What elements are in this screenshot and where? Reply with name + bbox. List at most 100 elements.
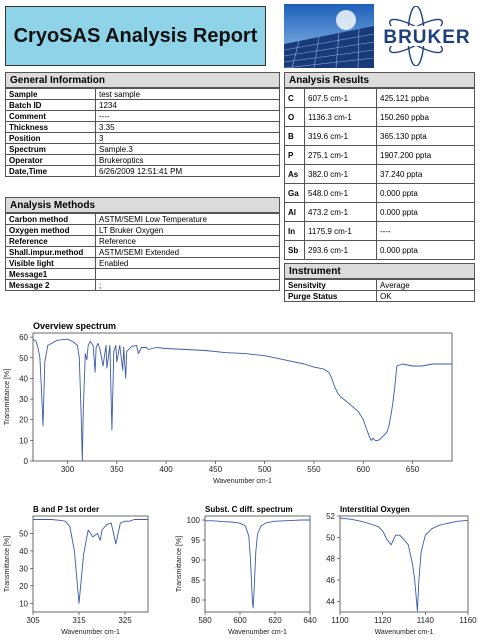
oxygen-y-tick-label: 50 bbox=[326, 533, 335, 542]
oxygen-plot-area bbox=[339, 515, 469, 613]
method-field-label: Visible light bbox=[5, 257, 96, 269]
b-and-p-y-tick-label: 50 bbox=[19, 529, 28, 538]
overview-x-tick-label: 450 bbox=[209, 465, 223, 474]
subst-c-plot-area bbox=[204, 515, 311, 613]
general-field-value: 1234 bbox=[95, 99, 280, 111]
oxygen-x-tick-label: 1140 bbox=[417, 616, 435, 625]
overview-x-tick-label: 300 bbox=[61, 465, 75, 474]
table-row: Operator Brukeroptics bbox=[5, 154, 280, 166]
overview-x-tick-label: 550 bbox=[307, 465, 321, 474]
method-field-label: Message1 bbox=[5, 268, 96, 280]
element-symbol: B bbox=[284, 126, 305, 146]
oxygen-y-tick-label: 52 bbox=[326, 512, 335, 521]
concentration-value: 1907.200 ppta bbox=[376, 145, 475, 165]
overview-x-tick-label: 500 bbox=[258, 465, 272, 474]
element-symbol: In bbox=[284, 221, 305, 241]
peak-position: 1136.3 cm-1 bbox=[304, 107, 377, 127]
overview-y-tick-label: 20 bbox=[19, 416, 28, 425]
oxygen-x-axis-label: Wavenumber cm-1 bbox=[375, 629, 434, 636]
table-row: Sensitvity Average bbox=[284, 279, 475, 291]
analysis-results-heading: Analysis Results bbox=[284, 72, 475, 88]
overview-y-tick-label: 0 bbox=[24, 457, 29, 466]
result-row: In 1175.9 cm-1 ---- bbox=[284, 221, 475, 241]
peak-position: 548.0 cm-1 bbox=[304, 183, 377, 203]
result-row: P 275.1 cm-1 1907.200 ppta bbox=[284, 145, 475, 165]
method-field-label: Carbon method bbox=[5, 213, 96, 225]
oxygen-y-tick-label: 48 bbox=[326, 555, 335, 564]
subst-c-y-tick-label: 100 bbox=[187, 516, 201, 525]
result-row: C 607.5 cm-1 425.121 ppba bbox=[284, 88, 475, 108]
overview-y-axis-label: Transmittance [%] bbox=[4, 369, 11, 425]
instrument-table: Sensitvity Average Purge Status OK bbox=[284, 279, 475, 302]
result-row: Al 473.2 cm-1 0.000 ppta bbox=[284, 202, 475, 222]
method-field-label: Oxygen method bbox=[5, 224, 96, 236]
result-row: Ga 548.0 cm-1 0.000 ppta bbox=[284, 183, 475, 203]
subst-c-x-tick-label: 600 bbox=[233, 616, 247, 625]
b-and-p-y-tick-label: 10 bbox=[19, 599, 28, 608]
element-symbol: P bbox=[284, 145, 305, 165]
overview-x-tick-label: 600 bbox=[357, 465, 371, 474]
b-and-p-plot-area bbox=[32, 515, 149, 613]
table-row: Shall.impur.method ASTM/SEMI Extended bbox=[5, 246, 280, 258]
table-row: Oxygen method LT Bruker Oxygen bbox=[5, 224, 280, 236]
subst-c-y-tick-label: 80 bbox=[191, 596, 200, 605]
table-row: Message1 bbox=[5, 268, 280, 280]
analysis-methods-table: Carbon method ASTM/SEMI Low Temperature Ox… bbox=[5, 213, 280, 291]
concentration-value: 0.000 ppta bbox=[376, 183, 475, 203]
table-row: Visible light Enabled bbox=[5, 257, 280, 269]
general-field-label: Sample bbox=[5, 88, 96, 100]
method-field-label: Message 2 bbox=[5, 279, 96, 291]
overview-x-axis-label: Wavenumber cm-1 bbox=[213, 478, 272, 485]
concentration-value: ---- bbox=[376, 221, 475, 241]
peak-position: 1175.9 cm-1 bbox=[304, 221, 377, 241]
table-row: Reference Reference bbox=[5, 235, 280, 247]
table-row: Purge Status OK bbox=[284, 290, 475, 302]
overview-x-tick-label: 350 bbox=[110, 465, 124, 474]
element-symbol: As bbox=[284, 164, 305, 184]
general-field-value: Brukeroptics bbox=[95, 154, 280, 166]
concentration-value: 150.260 ppba bbox=[376, 107, 475, 127]
table-row: Date,Time 6/26/2009 12:51:41 PM bbox=[5, 165, 280, 177]
concentration-value: 37.240 ppta bbox=[376, 164, 475, 184]
overview-plot-area bbox=[32, 332, 453, 462]
oxygen-x-tick-label: 1120 bbox=[374, 616, 392, 625]
overview-y-tick-label: 40 bbox=[19, 374, 28, 383]
overview-x-tick-label: 650 bbox=[406, 465, 420, 474]
instrument-field-label: Sensitvity bbox=[284, 279, 377, 291]
peak-position: 293.6 cm-1 bbox=[304, 240, 377, 260]
subst-c-y-axis-label: Transmittance [%] bbox=[176, 536, 183, 592]
concentration-value: 365.130 ppta bbox=[376, 126, 475, 146]
method-field-value: ASTM/SEMI Extended bbox=[95, 246, 280, 258]
element-symbol: Sb bbox=[284, 240, 305, 260]
overview-y-tick-label: 50 bbox=[19, 354, 28, 363]
overview-series-line bbox=[32, 338, 452, 462]
overview-title: Overview spectrum bbox=[33, 321, 116, 331]
solar-panel-image bbox=[284, 4, 374, 68]
bruker-logo: BRUKER bbox=[378, 6, 476, 66]
b-and-p-y-axis-label: Transmittance [%] bbox=[4, 536, 11, 592]
peak-position: 382.0 cm-1 bbox=[304, 164, 377, 184]
b-and-p-x-tick-label: 325 bbox=[118, 616, 132, 625]
b-and-p-chart: B and P 1st order 305 315 325 10 20 30 40 50 Wave… bbox=[4, 505, 149, 636]
general-field-value: 3 bbox=[95, 132, 280, 144]
oxygen-y-tick-label: 44 bbox=[326, 597, 335, 606]
general-field-label: Spectrum bbox=[5, 143, 96, 155]
method-field-value: ASTM/SEMI Low Temperature bbox=[95, 213, 280, 225]
report-title-box: CryoSAS Analysis Report bbox=[5, 6, 266, 66]
general-field-label: Thickness bbox=[5, 121, 96, 133]
table-row: Message 2; bbox=[5, 279, 280, 291]
concentration-value: 425.121 ppba bbox=[376, 88, 475, 108]
peak-position: 275.1 cm-1 bbox=[304, 145, 377, 165]
overview-y-tick-label: 10 bbox=[19, 436, 28, 445]
b-and-p-y-tick-label: 40 bbox=[19, 547, 28, 556]
table-row: Comment ---- bbox=[5, 110, 280, 122]
instrument-heading: Instrument bbox=[284, 263, 475, 279]
table-row: Sample test sample bbox=[5, 88, 280, 100]
subst-c-title: Subst. C diff. spectrum bbox=[205, 505, 293, 514]
oxygen-title: Interstitial Oxygen bbox=[340, 505, 410, 514]
method-field-label: Shall.impur.method bbox=[5, 246, 96, 258]
oxygen-x-tick-label: 1100 bbox=[331, 616, 349, 625]
table-row: Spectrum Sample.3 bbox=[5, 143, 280, 155]
overview-x-tick-label: 400 bbox=[159, 465, 173, 474]
